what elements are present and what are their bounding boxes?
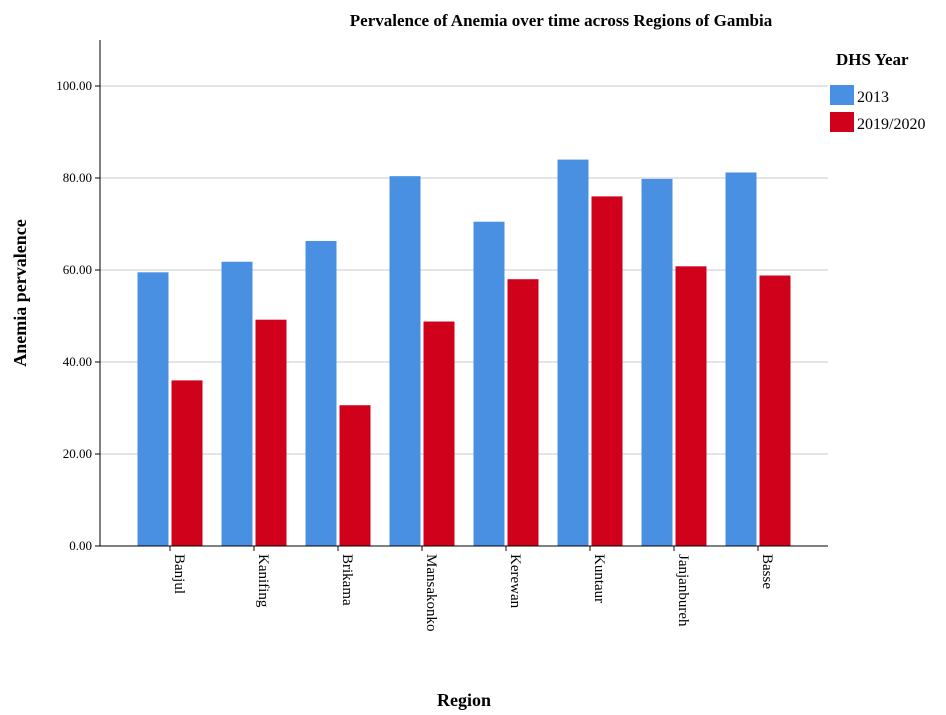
bar-2019-2020-kerewan bbox=[507, 279, 539, 546]
bars bbox=[137, 159, 791, 547]
legend-label-2013: 2013 bbox=[857, 89, 889, 106]
y-tick-label: 40.00 bbox=[63, 354, 92, 369]
bar-2013-kanifing bbox=[221, 261, 253, 546]
legend-label-2019-2020: 2019/2020 bbox=[857, 116, 925, 133]
y-tick-label: 20.00 bbox=[63, 446, 92, 461]
x-axis-title: Region bbox=[437, 690, 491, 710]
x-tick-label: Janjanbureh bbox=[675, 554, 691, 627]
y-tick-label: 100.00 bbox=[56, 78, 92, 93]
y-tick-label: 60.00 bbox=[63, 262, 92, 277]
y-tick-label: 80.00 bbox=[63, 170, 92, 185]
x-tick-label: Banjul bbox=[171, 554, 187, 594]
x-tick-label: Basse bbox=[759, 554, 775, 589]
bar-2013-kuntaur bbox=[557, 159, 589, 546]
x-tick-label: Kanifing bbox=[255, 554, 271, 608]
bar-2013-kerewan bbox=[473, 221, 505, 546]
bar-2019-2020-banjul bbox=[171, 380, 203, 546]
legend-swatch-2019-2020 bbox=[830, 112, 854, 132]
bar-2019-2020-janjanbureh bbox=[675, 266, 707, 546]
bar-2019-2020-mansakonko bbox=[423, 321, 455, 546]
legend-swatch-2013 bbox=[830, 85, 854, 105]
bar-2013-janjanbureh bbox=[641, 178, 673, 547]
bar-2013-brikama bbox=[305, 241, 337, 546]
bar-2019-2020-kuntaur bbox=[591, 196, 623, 546]
y-tick-label: 0.00 bbox=[69, 538, 92, 553]
bar-2013-mansakonko bbox=[389, 176, 421, 546]
x-tick-label: Kuntaur bbox=[591, 554, 607, 603]
x-tick-label: Brikama bbox=[339, 554, 355, 606]
chart-title: Pervalence of Anemia over time across Re… bbox=[350, 11, 773, 30]
x-tick-label: Mansakonko bbox=[423, 554, 439, 632]
legend: DHS Year 2013 2019/2020 bbox=[830, 50, 925, 133]
bar-2013-basse bbox=[725, 172, 757, 547]
y-axis-title: Anemia pervalence bbox=[10, 219, 30, 366]
bar-2019-2020-brikama bbox=[339, 405, 371, 546]
bar-2013-banjul bbox=[137, 272, 169, 546]
bar-2019-2020-kanifing bbox=[255, 319, 287, 546]
bar-2019-2020-basse bbox=[759, 275, 791, 546]
x-tick-label: Kerewan bbox=[507, 554, 523, 609]
axes: 0.00 20.00 40.00 60.00 80.00 100.00 Banjul Kani… bbox=[56, 40, 828, 632]
legend-title: DHS Year bbox=[836, 50, 909, 69]
gridlines bbox=[100, 85, 828, 455]
